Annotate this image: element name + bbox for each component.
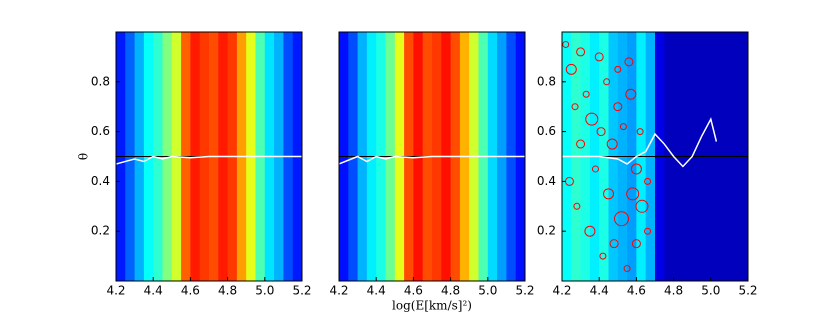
- frame: [115, 31, 303, 282]
- scatter-point: [613, 102, 623, 112]
- x-tick-label: 5.2: [738, 284, 757, 298]
- scatter-point: [619, 123, 627, 131]
- scatter-point: [630, 163, 642, 175]
- x-tick-label: 4.4: [367, 284, 386, 298]
- y-tick-label: 0.2: [91, 224, 110, 238]
- x-tick-label: 4.8: [441, 284, 460, 298]
- x-tick-label: 4.2: [329, 284, 348, 298]
- scatter-point: [596, 127, 606, 137]
- x-tick-label: 5.0: [255, 284, 274, 298]
- plot-area: [562, 32, 748, 281]
- scatter-point: [624, 57, 634, 67]
- scatter-point: [631, 239, 641, 249]
- panel: 4.2 4.4 4.6 4.8 5.0 5.2 0.2 0.4 0.6 0.8 θ: [77, 31, 312, 298]
- scatter-point: [582, 90, 590, 98]
- x-tick-label: 4.8: [664, 284, 683, 298]
- scatter-point: [591, 165, 599, 173]
- scatter-point: [603, 188, 614, 200]
- y-tick-label: 0.8: [91, 74, 110, 88]
- y-tick-label: 0.8: [537, 74, 556, 88]
- x-tick-label: 5.0: [478, 284, 497, 298]
- y-tick-label: 0.6: [537, 124, 556, 138]
- scatter-point: [614, 65, 622, 73]
- panel: 4.2 4.4 4.6 4.8 5.0 5.2 0.2 0.4 0.6 0.8: [537, 31, 758, 298]
- scatter-point: [573, 202, 581, 210]
- scatter-point: [635, 199, 649, 213]
- y-tick-label: 0.6: [91, 124, 110, 138]
- y-tick-label: 0.4: [537, 174, 556, 188]
- x-tick-label: 4.2: [552, 284, 571, 298]
- scatter-point: [576, 139, 586, 149]
- scatter-point: [606, 138, 618, 150]
- scatter-point: [636, 128, 644, 136]
- plot-area: [116, 32, 302, 281]
- scatter-point: [562, 40, 570, 48]
- scatter-point: [609, 239, 619, 249]
- scatter-point: [626, 187, 640, 201]
- scatter-point: [565, 63, 577, 75]
- line: [116, 155, 302, 165]
- scatter-point: [603, 78, 611, 86]
- x-tick-label: 4.6: [181, 284, 200, 298]
- scatter-point: [599, 252, 607, 260]
- x-tick-label: 4.2: [106, 284, 125, 298]
- x-axis-label: log(E[km/s]²): [392, 299, 472, 313]
- scatter-point: [625, 88, 637, 100]
- scatter-point: [571, 103, 579, 111]
- scatter-point: [584, 225, 596, 237]
- scatter-point: [594, 52, 604, 62]
- x-tick-label: 4.6: [404, 284, 423, 298]
- x-tick-label: 4.8: [218, 284, 237, 298]
- line: [339, 155, 525, 165]
- x-tick-label: 5.2: [292, 284, 311, 298]
- scatter-point: [614, 211, 630, 227]
- x-tick-label: 4.4: [144, 284, 163, 298]
- panel: 4.2 4.4 4.6 4.8 5.0 5.2 log(E[km/s]²): [329, 31, 535, 313]
- y-axis-label: θ: [77, 153, 91, 160]
- line: [562, 117, 718, 168]
- frame: [561, 31, 749, 282]
- scatter-point: [576, 47, 586, 57]
- x-tick-label: 5.0: [701, 284, 720, 298]
- scatter-point: [644, 227, 652, 235]
- y-tick-label: 0.2: [537, 224, 556, 238]
- scatter-point: [585, 112, 599, 126]
- y-tick-label: 0.4: [91, 174, 110, 188]
- frame: [338, 31, 526, 282]
- x-tick-label: 4.6: [627, 284, 646, 298]
- x-tick-label: 5.2: [515, 284, 534, 298]
- x-tick-label: 4.4: [590, 284, 609, 298]
- scatter-point: [644, 177, 652, 185]
- plot-area: [339, 32, 525, 281]
- scatter-point: [623, 265, 631, 273]
